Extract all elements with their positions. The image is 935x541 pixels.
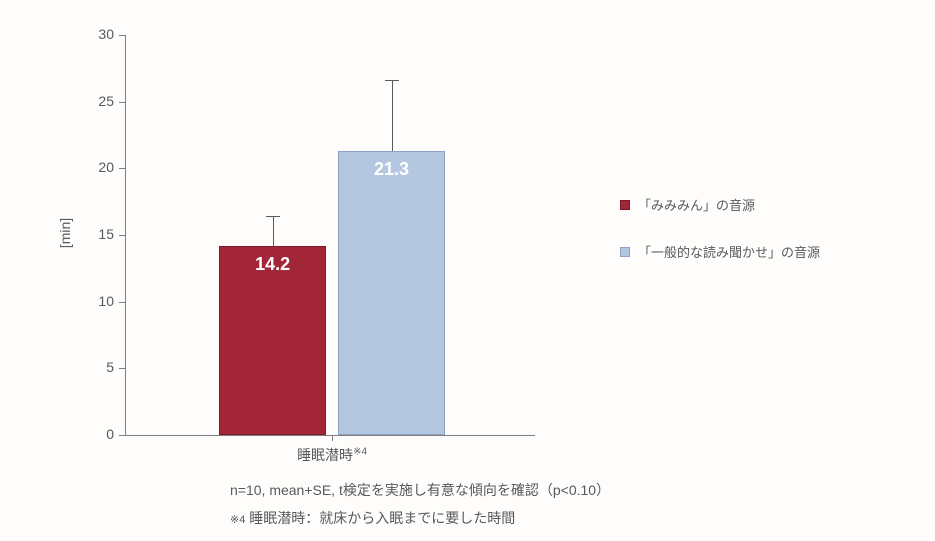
legend-item-mimimin: 「みみみん」の音源 [620,195,820,214]
y-tick-label: 10 [84,293,114,309]
y-axis-line [125,35,126,435]
bar-value-label-mimimin: 14.2 [219,254,326,275]
y-tick-label: 15 [84,226,114,242]
y-tick-label: 30 [84,26,114,42]
y-tick [119,102,125,103]
y-tick [119,435,125,436]
y-tick [119,235,125,236]
legend-item-general: 「一般的な読み聞かせ」の音源 [620,242,820,261]
legend-swatch-mimimin [620,200,630,210]
error-bar-stem-mimimin [273,216,274,245]
error-bar-stem-general [392,80,393,151]
y-tick [119,35,125,36]
x-category-text: 睡眠潜時 [297,447,353,463]
legend-label-mimimin: 「みみみん」の音源 [638,195,755,214]
bar-general [338,151,445,435]
footnote-line-1: n=10, mean+SE, t検定を実施し有意な傾向を確認（p<0.10） [230,480,610,500]
footnote-2-text: 睡眠潜時：就床から入眠までに要した時間 [245,510,515,526]
y-tick-label: 20 [84,159,114,175]
error-bar-cap-general [385,80,399,81]
y-tick [119,302,125,303]
y-tick [119,368,125,369]
legend: 「みみみん」の音源「一般的な読み聞かせ」の音源 [620,195,820,289]
y-tick-label: 5 [84,359,114,375]
bar-value-label-general: 21.3 [338,159,445,180]
y-tick-label: 0 [84,426,114,442]
y-tick-label: 25 [84,93,114,109]
legend-swatch-general [620,247,630,257]
footnote-2-prefix: ※4 [230,514,245,526]
x-axis-line [125,435,535,436]
legend-label-general: 「一般的な読み聞かせ」の音源 [638,242,820,261]
x-category-super: ※4 [353,446,367,457]
footnote-line-2: ※4 睡眠潜時：就床から入眠までに要した時間 [230,508,515,528]
x-category-label: 睡眠潜時※4 [272,445,392,465]
y-tick [119,168,125,169]
error-bar-cap-mimimin [266,216,280,217]
y-axis-label: [min] [57,218,73,248]
x-tick [332,435,333,441]
